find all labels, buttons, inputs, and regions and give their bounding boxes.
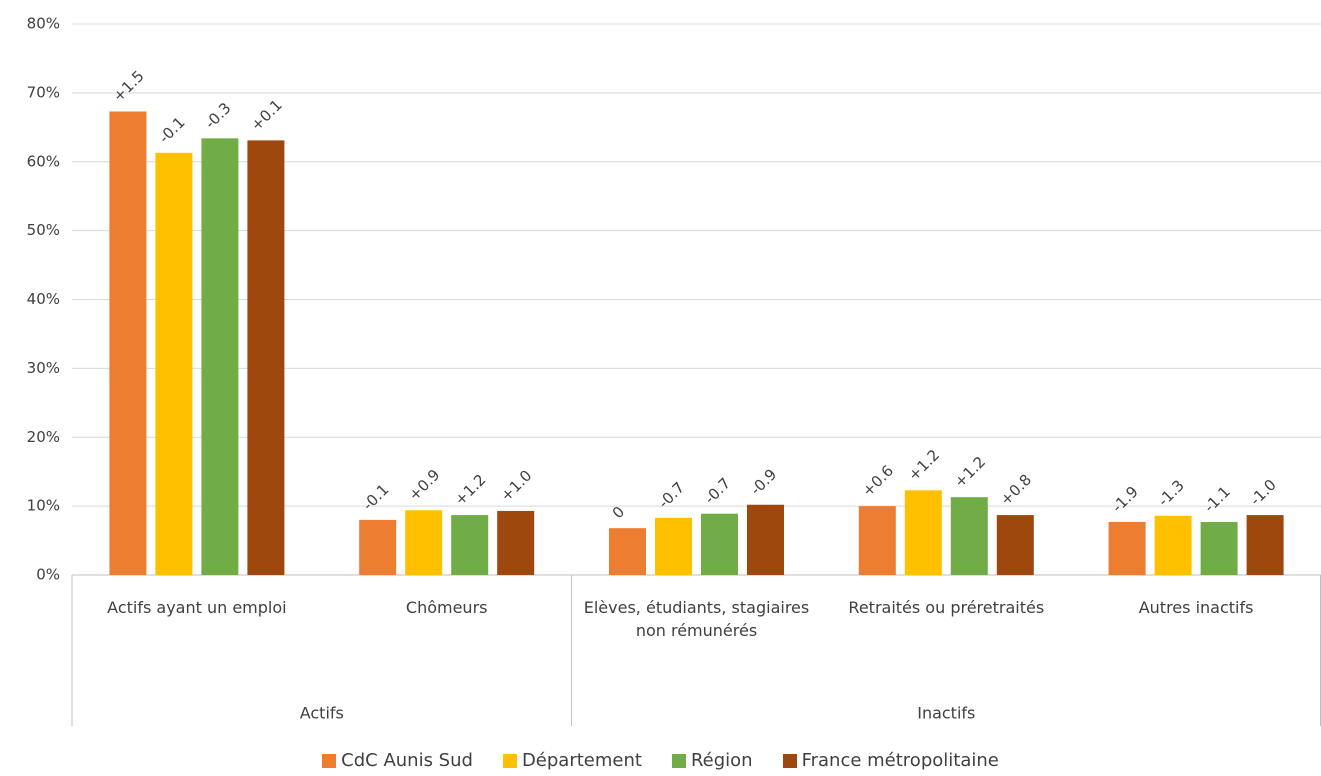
legend-swatch <box>671 753 686 768</box>
bar <box>747 504 784 575</box>
bar <box>155 152 193 575</box>
bar <box>996 515 1034 575</box>
bar <box>1246 515 1284 575</box>
annotation: -0.1 <box>359 480 392 513</box>
annotation: +1.2 <box>451 471 489 509</box>
group-label: Inactifs <box>917 704 975 723</box>
legend-label: CdC Aunis Sud <box>341 750 473 771</box>
annotation: -0.7 <box>701 474 734 507</box>
bar <box>1200 521 1238 575</box>
bar <box>1108 521 1146 575</box>
bar <box>1154 515 1192 575</box>
legend-swatch <box>322 753 337 768</box>
bar <box>904 490 942 575</box>
bar <box>950 497 988 575</box>
bar <box>451 515 489 575</box>
legend-item: Région <box>671 750 753 771</box>
annotation: +0.6 <box>859 462 897 500</box>
legend-label: France métropolitaine <box>801 750 999 771</box>
legend-label: Département <box>521 750 642 771</box>
annotation: +1.2 <box>905 446 943 484</box>
bar <box>405 510 443 575</box>
x-tick-label: Actifs ayant un emploi <box>107 598 287 617</box>
x-tick-label: Chômeurs <box>405 598 488 617</box>
y-tick-label: 10% <box>27 497 60 515</box>
bar <box>497 510 535 575</box>
annotation: +0.9 <box>405 466 443 504</box>
legend-item: CdC Aunis Sud <box>322 750 473 771</box>
annotation: +1.2 <box>951 453 989 491</box>
annotation: +0.8 <box>997 471 1035 509</box>
bar <box>201 138 239 575</box>
legend-swatch <box>782 753 797 768</box>
bar <box>609 528 646 575</box>
legend-label: Région <box>690 750 753 771</box>
annotation: 0 <box>609 503 628 522</box>
y-tick-label: 80% <box>27 15 60 33</box>
y-tick-label: 0% <box>36 566 60 584</box>
bar <box>701 513 738 575</box>
annotation: -1.1 <box>1200 483 1233 516</box>
group-label: Actifs <box>300 704 344 723</box>
annotation: -1.3 <box>1154 476 1187 509</box>
y-tick-label: 50% <box>27 221 60 239</box>
legend-item: France métropolitaine <box>782 750 999 771</box>
annotation: -0.7 <box>655 478 688 511</box>
x-tick-label: Retraités ou préretraités <box>848 598 1045 617</box>
legend-swatch <box>502 753 517 768</box>
annotation: +0.1 <box>247 96 285 134</box>
y-tick-label: 30% <box>27 359 60 377</box>
legend: CdC Aunis Sud Département Région France mét… <box>0 750 1321 771</box>
annotation: -1.9 <box>1108 483 1141 516</box>
annotation: +1.0 <box>497 466 535 504</box>
y-tick-label: 20% <box>27 428 60 446</box>
annotation: -1.0 <box>1246 476 1279 509</box>
y-tick-label: 40% <box>27 290 60 308</box>
y-tick-label: 70% <box>27 83 60 101</box>
annotation: -0.3 <box>201 99 234 132</box>
x-tick-label: Elèves, étudiants, stagiaires non rémuné… <box>583 598 810 640</box>
annotation: -0.1 <box>155 113 188 146</box>
bar <box>858 506 896 575</box>
bar <box>655 517 692 575</box>
bar <box>359 519 397 575</box>
legend-item: Département <box>502 750 642 771</box>
annotation: +1.5 <box>109 67 147 105</box>
bar <box>109 111 147 575</box>
y-tick-label: 60% <box>27 152 60 170</box>
annotation: -0.9 <box>747 465 780 498</box>
x-tick-label: Autres inactifs <box>1138 598 1254 617</box>
bar <box>247 140 285 575</box>
